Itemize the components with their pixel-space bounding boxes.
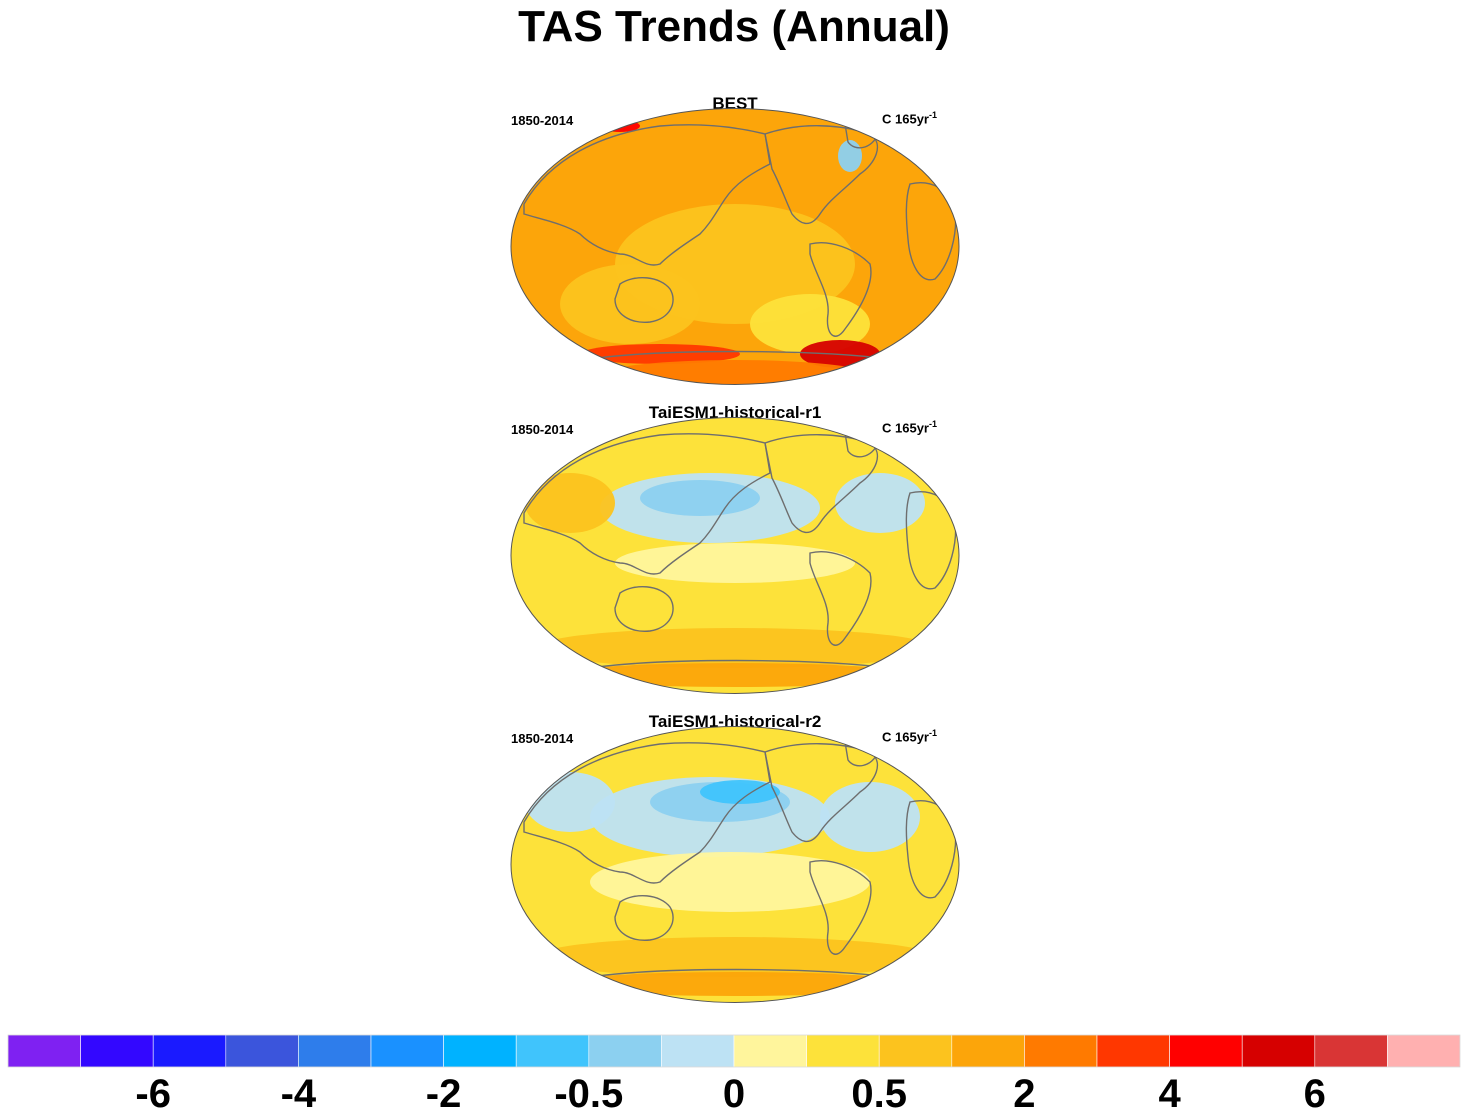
colorbar-tick-label: -6 xyxy=(135,1072,171,1116)
period-label: 1850-2014 xyxy=(511,113,574,128)
trend-region xyxy=(640,480,760,516)
trend-region xyxy=(820,782,920,852)
map-border xyxy=(510,108,960,385)
trend-region xyxy=(535,937,935,977)
coastline xyxy=(614,277,674,323)
coastline xyxy=(614,586,674,632)
world-map xyxy=(510,726,960,1003)
coastline xyxy=(764,743,879,843)
trend-region xyxy=(555,663,915,687)
colorbar-swatch xyxy=(7,1034,81,1068)
colorbar-tick-label: 2 xyxy=(1013,1072,1036,1116)
colorbar-swatch xyxy=(370,1034,444,1068)
coastline xyxy=(809,551,872,646)
colorbar-swatch xyxy=(443,1034,517,1068)
colorbar-swatch xyxy=(951,1034,1025,1068)
trend-region xyxy=(555,972,915,996)
colorbar-swatch xyxy=(298,1034,372,1068)
trend-region xyxy=(605,360,865,385)
map-panel-best: BEST 1850-2014 C 165yr-1 xyxy=(505,94,965,394)
coastline xyxy=(809,242,872,337)
world-map xyxy=(510,417,960,694)
figure-title: TAS Trends (Annual) xyxy=(518,2,950,51)
coastline xyxy=(614,895,674,941)
colorbar-tick-label: 0.5 xyxy=(851,1072,907,1116)
trend-region xyxy=(535,628,935,668)
colorbar-swatch xyxy=(225,1034,299,1068)
units-label: C 165yr-1 xyxy=(882,110,937,127)
coastline xyxy=(523,742,771,884)
panel-title: TaiESM1-historical-r2 xyxy=(648,712,822,731)
map-panel-taiesm1-r1: TaiESM1-historical-r1 1850-2014 C 165yr-… xyxy=(505,403,965,703)
units-label: C 165yr-1 xyxy=(882,728,937,745)
colorbar-swatch xyxy=(1024,1034,1098,1068)
trend-region xyxy=(835,473,925,533)
world-map xyxy=(510,108,960,385)
colorbar-swatch xyxy=(878,1034,953,1068)
colorbar-tick-label: -0.5 xyxy=(554,1072,624,1116)
colorbar-swatch xyxy=(733,1034,807,1068)
colorbar-swatch xyxy=(1314,1034,1388,1068)
colorbar-tick-label: 0 xyxy=(722,1072,746,1116)
coastline xyxy=(764,434,879,534)
period-label: 1850-2014 xyxy=(511,422,574,437)
colorbar-tick-label: 6 xyxy=(1303,1072,1326,1116)
coastline xyxy=(523,433,771,575)
units-label: C 165yr-1 xyxy=(882,419,937,436)
map-border xyxy=(510,417,960,694)
colorbar-outline xyxy=(7,1034,1461,1068)
trend-region xyxy=(590,852,870,912)
coastline xyxy=(764,125,879,225)
colorbar-swatch xyxy=(80,1034,154,1068)
trend-region xyxy=(750,294,870,354)
colorbar-tick-label: 4 xyxy=(1158,1072,1181,1116)
colorbar-swatch xyxy=(661,1034,735,1068)
trend-region xyxy=(615,543,855,583)
colorbar-swatch xyxy=(1387,1034,1461,1068)
colorbar-swatch xyxy=(806,1034,880,1068)
colorbar-swatch xyxy=(1169,1034,1243,1068)
colorbar-swatch xyxy=(1096,1034,1170,1068)
colorbar-tick-label: -4 xyxy=(280,1072,317,1116)
panel-title: TaiESM1-historical-r1 xyxy=(648,403,822,422)
coastline xyxy=(523,124,771,266)
coastline xyxy=(809,860,872,955)
trend-region xyxy=(560,264,700,344)
colorbar-swatch xyxy=(588,1034,662,1068)
trend-region xyxy=(525,473,615,533)
colorbar-swatch xyxy=(1241,1034,1316,1068)
map-panel-taiesm1-r2: TaiESM1-historical-r2 1850-2014 C 165yr-… xyxy=(505,712,965,1012)
colorbar-swatch xyxy=(515,1034,590,1068)
period-label: 1850-2014 xyxy=(511,731,574,746)
trend-region xyxy=(700,780,780,804)
trend-region xyxy=(580,344,740,364)
map-border xyxy=(510,726,960,1003)
colorbar-swatch xyxy=(152,1034,227,1068)
colorbar-tick-label: -2 xyxy=(425,1072,462,1116)
